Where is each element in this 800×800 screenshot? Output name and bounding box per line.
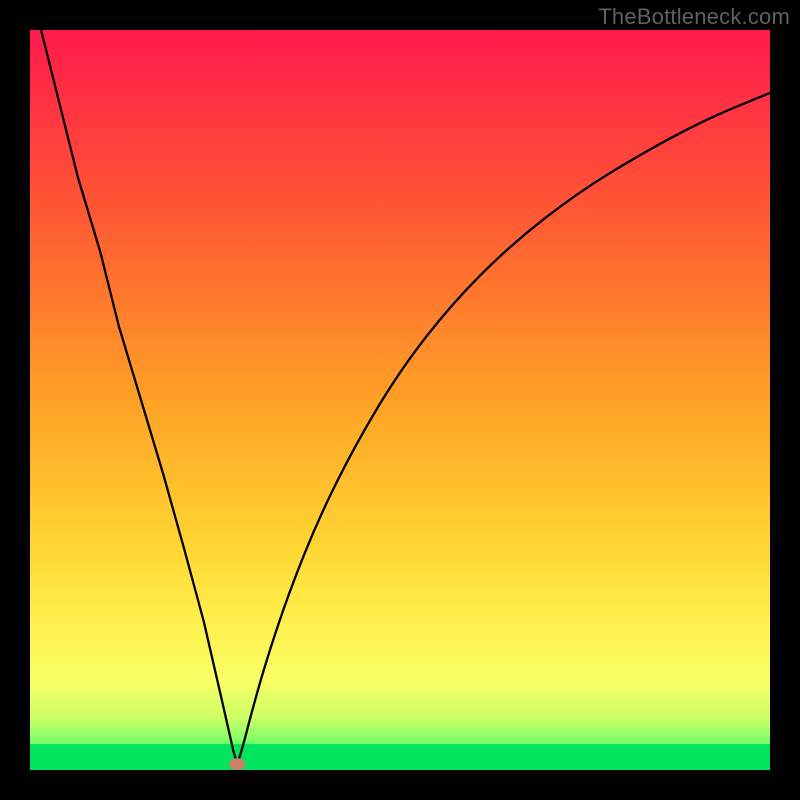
green-band [30,744,770,770]
bottleneck-chart [30,30,770,770]
plot-area [30,30,770,770]
watermark-text: TheBottleneck.com [598,4,790,30]
chart-frame: TheBottleneck.com [0,0,800,800]
optimal-point-marker [229,758,245,770]
